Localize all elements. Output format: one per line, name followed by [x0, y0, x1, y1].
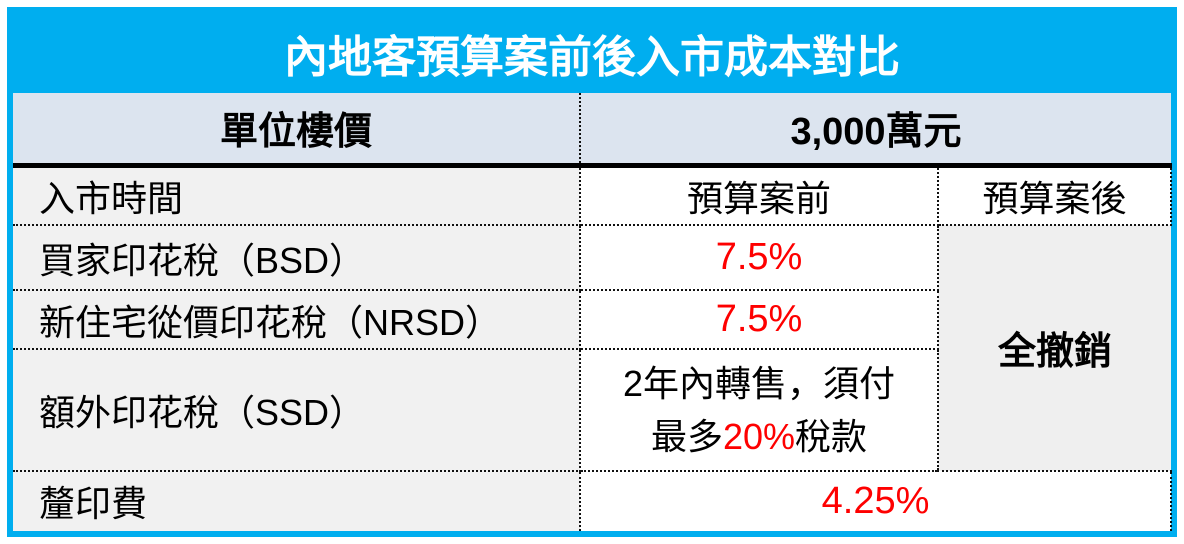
unit-price-label: 單位樓價	[13, 92, 581, 169]
unit-price-value: 3,000萬元	[580, 92, 1172, 169]
table-row: 入市時間 預算案前 預算案後	[13, 165, 1173, 227]
ssd-value-line2-prefix: 最多	[650, 416, 723, 458]
after-budget-column-header: 預算案後	[938, 165, 1173, 227]
stamp-fee-label: 釐印費	[13, 470, 581, 531]
stamp-fee-value: 4.25%	[580, 470, 1173, 531]
table-row: 單位樓價 3,000萬元	[13, 92, 1172, 169]
table-row: 買家印花稅（BSD） 7.5% 全撤銷	[13, 225, 1172, 472]
table-row: 額外印花稅（SSD） 2年內轉售，須付 最多20%稅款	[13, 349, 1171, 472]
cost-comparison-grid: 內地客預算案前後入市成本對比 單位樓價 3,000萬元 入市時間 預算案前 預算…	[13, 13, 1173, 531]
ssd-value-line1: 2年內轉售，須付	[622, 363, 896, 405]
bsd-label: 買家印花稅（BSD）	[13, 225, 581, 292]
timing-label: 入市時間	[13, 165, 581, 227]
cost-comparison-table: 內地客預算案前後入市成本對比 單位樓價 3,000萬元 入市時間 預算案前 預算…	[7, 7, 1177, 537]
after-budget-merged-value: 全撤銷	[938, 225, 1172, 472]
ssd-label: 額外印花稅（SSD）	[13, 349, 581, 472]
ssd-value-line2-suffix: 稅款	[795, 416, 868, 458]
nrsd-before-value: 7.5%	[580, 290, 939, 351]
table-row: 新住宅從價印花稅（NRSD） 7.5%	[13, 290, 1171, 351]
nrsd-label: 新住宅從價印花稅（NRSD）	[13, 290, 581, 351]
ssd-value-line2-highlight: 20%	[722, 416, 796, 458]
table-row: 釐印費 4.25%	[13, 470, 1173, 531]
ssd-before-value: 2年內轉售，須付 最多20%稅款	[580, 349, 939, 472]
before-budget-column-header: 預算案前	[580, 165, 939, 227]
table-title: 內地客預算案前後入市成本對比	[13, 13, 1172, 93]
bsd-before-value: 7.5%	[580, 225, 939, 292]
table-row: 內地客預算案前後入市成本對比	[13, 13, 1172, 93]
